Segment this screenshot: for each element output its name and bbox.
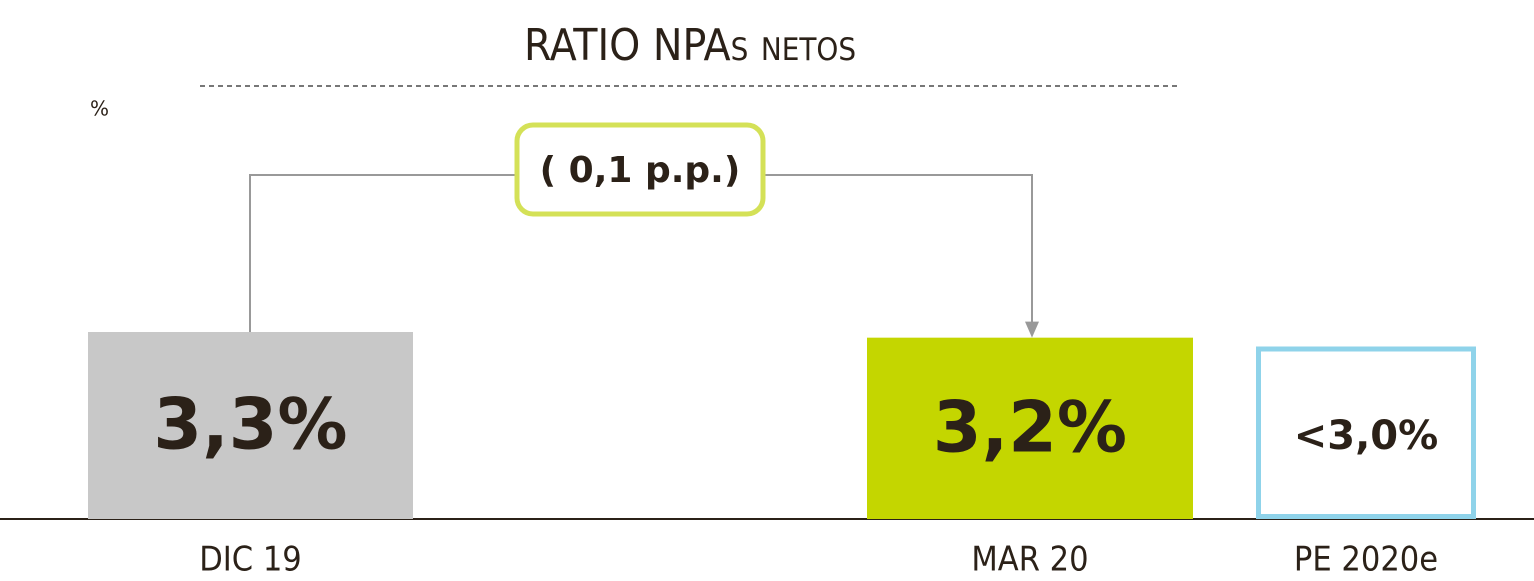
annotation-box [514, 122, 766, 217]
value-label: 3,2% [933, 386, 1127, 468]
bar [867, 337, 1193, 519]
arrow-head [1025, 321, 1039, 338]
bar [88, 332, 413, 519]
chart-title: RATIO NPAs netos [524, 20, 856, 71]
unit-label: % [90, 97, 109, 121]
x-tick-label: MAR 20 [971, 540, 1088, 580]
annotation: ( 0,1 p.p.) [540, 150, 741, 191]
value-label: <3,0% [1294, 413, 1438, 459]
value-label: 3,3% [153, 384, 347, 466]
x-tick-label: DIC 19 [199, 540, 302, 580]
x-tick-label: PE 2020e [1294, 540, 1438, 580]
bar [1256, 346, 1476, 519]
